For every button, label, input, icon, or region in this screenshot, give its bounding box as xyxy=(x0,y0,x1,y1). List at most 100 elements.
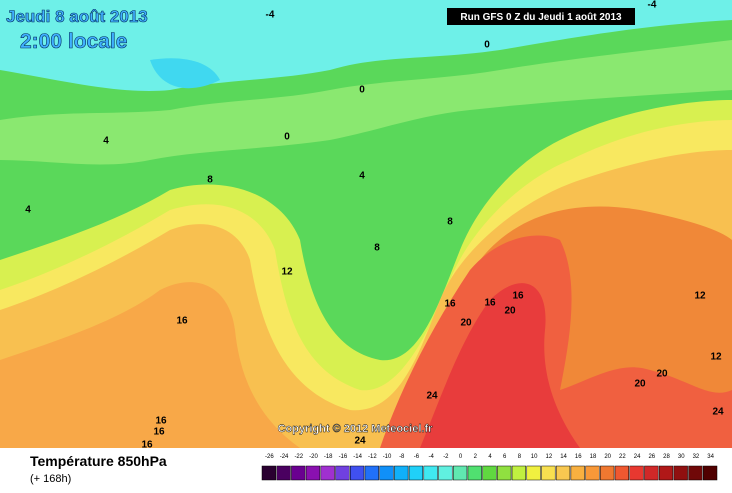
legend-label: 30 xyxy=(678,454,685,460)
legend-label: 22 xyxy=(619,454,626,460)
legend-swatch xyxy=(423,465,438,481)
legend-swatch xyxy=(320,465,335,481)
legend-label: 2 xyxy=(474,454,478,460)
legend-label: 12 xyxy=(545,454,552,460)
legend-label: -20 xyxy=(309,454,318,460)
contour-label: 12 xyxy=(281,267,293,278)
contour-label: 16 xyxy=(484,298,496,309)
legend-label: 14 xyxy=(560,454,567,460)
run-info: Run GFS 0 Z du Jeudi 1 août 2013 xyxy=(460,12,622,23)
legend-label: 6 xyxy=(503,454,507,460)
legend-label: 8 xyxy=(518,454,522,460)
contour-label: 16 xyxy=(153,427,165,438)
contour-label: 12 xyxy=(710,352,722,363)
footer-subtitle: (+ 168h) xyxy=(30,473,71,485)
legend-swatch xyxy=(261,465,276,481)
legend-swatch xyxy=(438,465,453,481)
contour-label: 4 xyxy=(359,171,365,182)
legend-label: -14 xyxy=(353,454,362,460)
legend-label: 18 xyxy=(590,454,597,460)
legend-swatch xyxy=(541,465,556,481)
legend-label: 0 xyxy=(459,454,463,460)
legend-label: 28 xyxy=(663,454,670,460)
legend-swatch xyxy=(276,465,291,481)
legend-swatch xyxy=(688,465,703,481)
band-orange-west xyxy=(0,282,300,448)
cold-pool xyxy=(150,58,220,89)
run-banner xyxy=(447,8,635,25)
legend-swatch xyxy=(614,465,629,481)
contour-label: -4 xyxy=(648,0,657,11)
legend-swatch xyxy=(703,465,718,481)
legend-label: 20 xyxy=(604,454,611,460)
legend-label: -8 xyxy=(399,454,405,460)
contour-label: 4 xyxy=(103,136,109,147)
legend-swatch xyxy=(629,465,644,481)
contour-label: 0 xyxy=(484,40,490,51)
legend-swatch xyxy=(350,465,365,481)
contour-label: 20 xyxy=(460,318,472,329)
legend-label: -24 xyxy=(280,454,289,460)
contour-label: 20 xyxy=(634,379,646,390)
legend-label: 16 xyxy=(575,454,582,460)
legend-swatch xyxy=(497,465,512,481)
legend-swatch xyxy=(644,465,659,481)
contour-label: 24 xyxy=(354,436,366,447)
legend-label: 34 xyxy=(707,454,714,460)
legend-swatch xyxy=(658,465,674,481)
band-deep-red xyxy=(420,283,580,448)
contour-label: 12 xyxy=(694,291,706,302)
map-date: Jeudi 8 août 2013 xyxy=(6,7,148,26)
legend-label: -18 xyxy=(324,454,333,460)
legend-label: 4 xyxy=(488,454,492,460)
legend-label: -12 xyxy=(368,454,377,460)
legend-swatch xyxy=(570,465,585,481)
legend-swatch xyxy=(335,465,350,481)
legend-swatch xyxy=(511,465,527,481)
legend-label: -22 xyxy=(294,454,303,460)
contour-label: 16 xyxy=(155,416,167,427)
legend-label: 10 xyxy=(531,454,538,460)
legend-swatch xyxy=(585,465,600,481)
legend-swatch xyxy=(482,465,497,481)
legend-swatch xyxy=(394,465,409,481)
contour-label: 4 xyxy=(25,205,31,216)
legend-label: -2 xyxy=(443,454,449,460)
contour-label: 20 xyxy=(504,306,516,317)
legend-swatch xyxy=(291,465,306,481)
legend-swatch xyxy=(600,465,615,481)
legend-label: -16 xyxy=(339,454,348,460)
legend-swatch xyxy=(452,465,468,481)
legend-label: -4 xyxy=(428,454,434,460)
legend-label: -10 xyxy=(383,454,392,460)
legend-label: -26 xyxy=(265,454,274,460)
contour-label: -4 xyxy=(266,10,275,21)
legend-label: 24 xyxy=(634,454,641,460)
legend-swatch xyxy=(555,465,571,481)
contour-label: 8 xyxy=(207,175,213,186)
contour-label: 24 xyxy=(712,407,724,418)
map-time: 2:00 locale xyxy=(20,30,127,53)
legend-swatch xyxy=(526,465,541,481)
contour-label: 16 xyxy=(141,440,153,451)
footer-title: Température 850hPa xyxy=(30,453,167,469)
contour-label: 16 xyxy=(176,316,188,327)
legend-swatch xyxy=(364,465,379,481)
contour-label: 0 xyxy=(284,132,290,143)
contour-label: 24 xyxy=(426,391,438,402)
contour-label: 16 xyxy=(512,291,524,302)
copyright: Copyright © 2012 Meteociel.fr xyxy=(278,423,434,435)
legend-swatch xyxy=(379,465,394,481)
legend-label: 32 xyxy=(693,454,700,460)
legend-swatch xyxy=(673,465,688,481)
contour-label: 8 xyxy=(374,243,380,254)
contour-label: 20 xyxy=(656,369,668,380)
legend-swatch xyxy=(408,465,424,481)
legend-swatch xyxy=(305,465,321,481)
contour-label: 8 xyxy=(447,217,453,228)
legend-label: 26 xyxy=(648,454,655,460)
legend-label: -6 xyxy=(414,454,420,460)
contour-label: 16 xyxy=(444,299,456,310)
